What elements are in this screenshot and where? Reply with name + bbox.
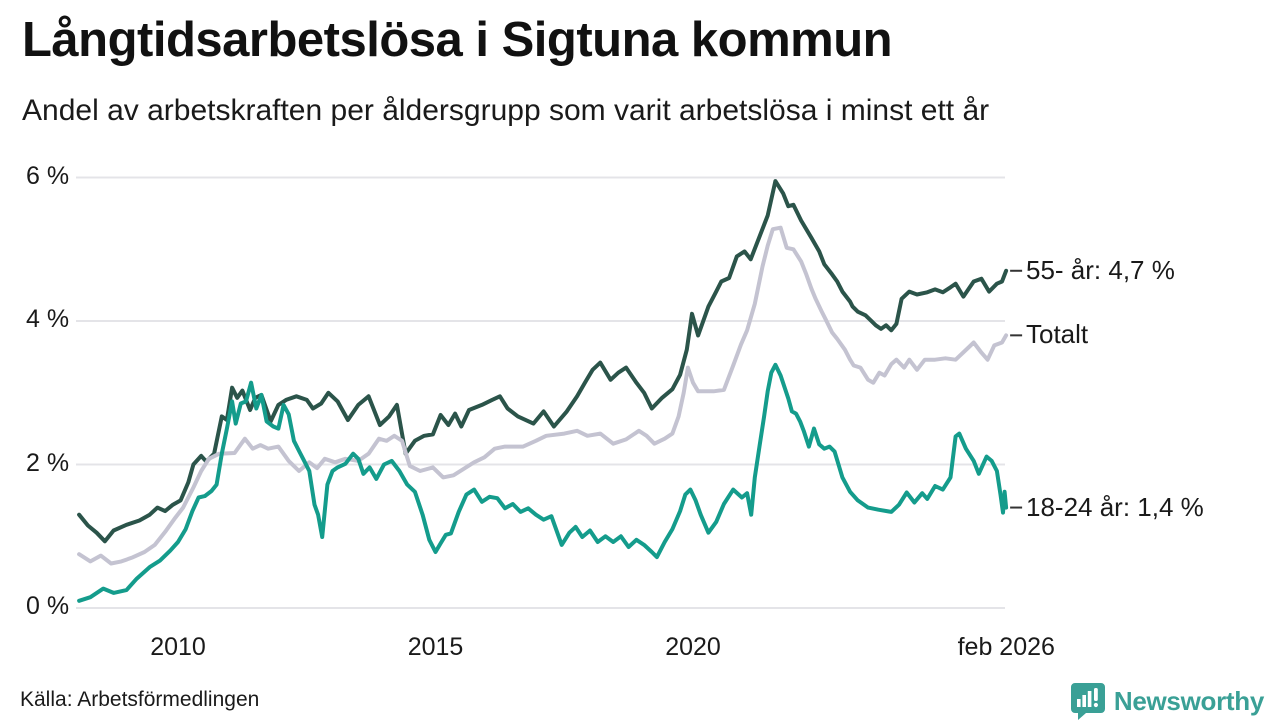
series-line-Totalt — [77, 225, 1009, 566]
y-axis-tick-2: 2 % — [26, 449, 70, 477]
x-axis-tick-2020: 2020 — [665, 633, 721, 661]
newsworthy-logo-icon — [1070, 683, 1105, 720]
y-axis-tick-4: 4 % — [26, 305, 70, 333]
source-note: Källa: Arbetsförmedlingen — [20, 688, 260, 711]
newsworthy-wordmark: Newsworthy — [1113, 685, 1264, 716]
newsworthy-logo: Newsworthy — [1070, 682, 1264, 720]
x-axis-tick-feb-2026: feb 2026 — [957, 633, 1055, 661]
logo-bar-1 — [1076, 699, 1081, 707]
logo-exclamation-dot — [1093, 702, 1098, 708]
logo-bar-2 — [1082, 695, 1086, 707]
x-axis-tick-2015: 2015 — [407, 633, 464, 661]
series-line-55- år — [77, 179, 1009, 544]
series-line-18-24 år — [77, 362, 1009, 603]
page-title: Långtidsarbetslösa i Sigtuna kommun — [22, 13, 893, 67]
y-axis-tick-0: 0 % — [26, 592, 70, 620]
logo-exclamation-stem — [1093, 688, 1098, 701]
x-axis-tick-2010: 2010 — [150, 633, 206, 661]
logo-bar-3 — [1087, 691, 1092, 707]
y-axis-tick-6: 6 % — [26, 162, 70, 190]
series-label-55-plus: 55- år: 4,7 % — [1026, 254, 1175, 285]
page-subtitle: Andel av arbetskraften per åldersgrupp s… — [22, 94, 990, 127]
series-label-18-24: 18-24 år: 1,4 % — [1026, 491, 1204, 522]
series-label-totalt: Totalt — [1026, 319, 1089, 350]
